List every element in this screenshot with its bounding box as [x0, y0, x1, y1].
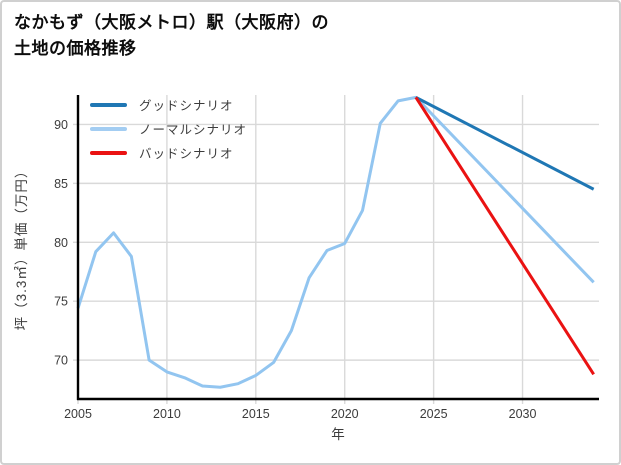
series-line-bad	[414, 96, 595, 376]
page-title: なかもず（大阪メトロ）駅（大阪府）の 土地の価格推移	[14, 10, 329, 63]
y-tick-label: 85	[54, 177, 68, 191]
y-tick-label: 80	[54, 236, 68, 250]
x-tick-label: 2020	[331, 407, 359, 421]
series-line-normal	[76, 95, 595, 389]
x-tick-label: 2015	[242, 407, 270, 421]
legend-label: ノーマルシナリオ	[139, 123, 248, 137]
x-tick-label: 2025	[420, 407, 448, 421]
y-tick-label: 70	[54, 354, 68, 368]
chart-legend: グッドシナリオ ノーマルシナリオ バッドシナリオ	[90, 97, 248, 161]
legend-item-good: グッドシナリオ	[90, 97, 247, 113]
legend-item-normal: ノーマルシナリオ	[90, 121, 248, 137]
series-line-good	[415, 96, 595, 191]
good-scenario-line-swatch	[90, 102, 127, 107]
legend-label: グッドシナリオ	[139, 99, 234, 113]
title-line-1: なかもず（大阪メトロ）駅（大阪府）の	[14, 13, 329, 32]
y-axis-label: 坪（3.3㎡）単価（万円）	[14, 164, 29, 331]
legend-label: バッドシナリオ	[139, 147, 234, 161]
normal-scenario-line-swatch	[90, 126, 127, 131]
y-tick-label: 75	[54, 295, 68, 309]
x-tick-label: 2010	[153, 407, 181, 421]
title-line-2: 土地の価格推移	[14, 39, 137, 59]
legend-item-bad: バッドシナリオ	[90, 145, 247, 161]
x-tick-label: 2030	[509, 407, 537, 421]
x-axis-label: 年	[331, 427, 346, 442]
bad-scenario-line-swatch	[90, 150, 127, 155]
x-tick-label: 2005	[64, 407, 92, 421]
y-tick-label: 90	[54, 118, 68, 132]
